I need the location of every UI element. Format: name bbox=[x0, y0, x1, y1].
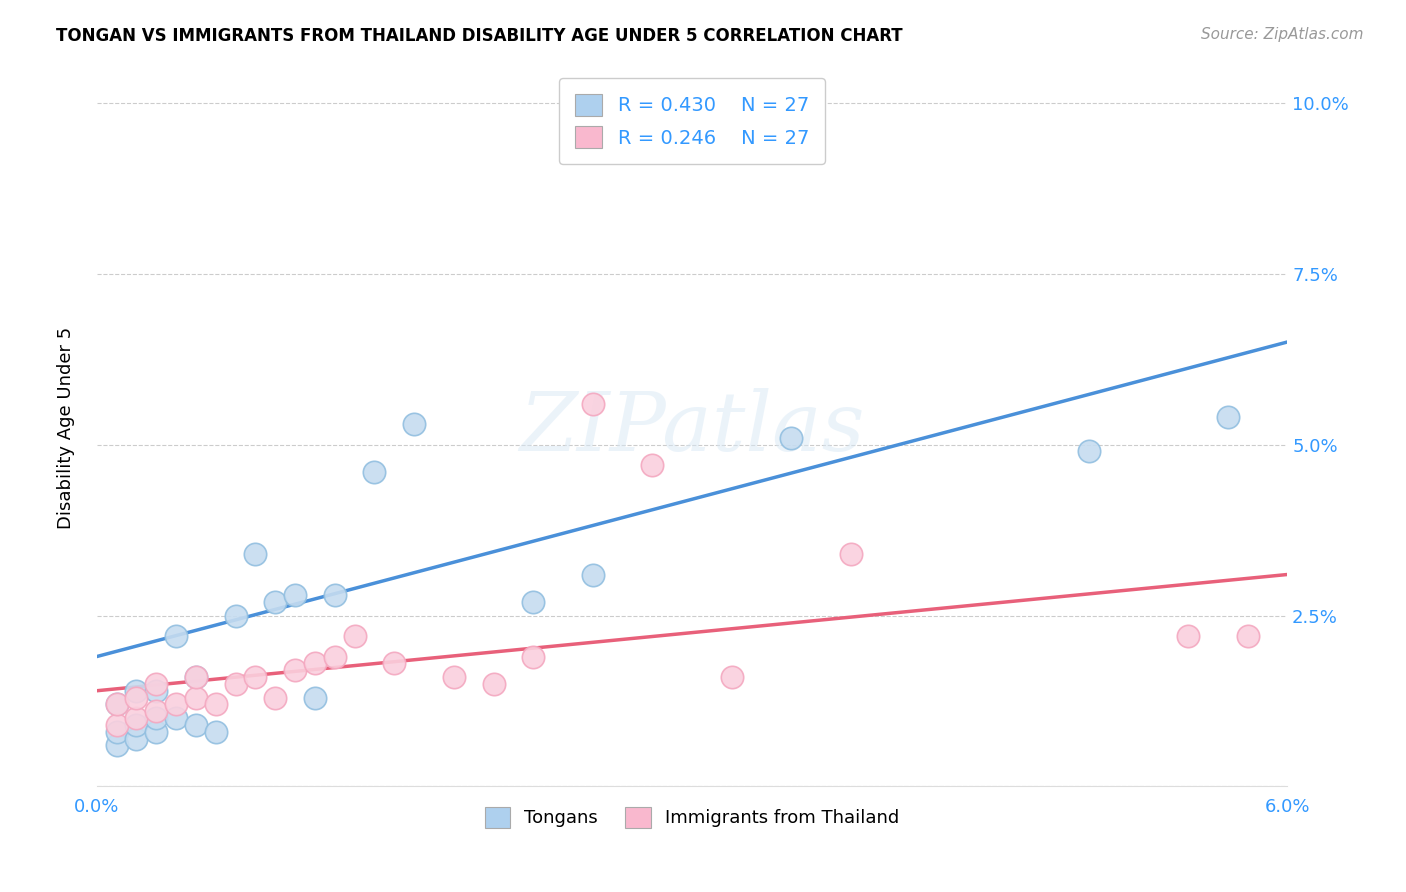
Point bbox=[1236, 629, 1258, 643]
Point bbox=[304, 690, 326, 705]
Point bbox=[1077, 444, 1099, 458]
Point bbox=[145, 704, 167, 718]
Point bbox=[145, 677, 167, 691]
Point bbox=[582, 396, 605, 410]
Point bbox=[780, 431, 803, 445]
Point bbox=[304, 657, 326, 671]
Point bbox=[404, 417, 426, 431]
Point bbox=[105, 698, 128, 712]
Y-axis label: Disability Age Under 5: Disability Age Under 5 bbox=[58, 326, 75, 529]
Point bbox=[245, 547, 267, 561]
Point bbox=[323, 649, 346, 664]
Point bbox=[125, 683, 148, 698]
Point bbox=[105, 698, 128, 712]
Point bbox=[184, 718, 207, 732]
Point bbox=[105, 724, 128, 739]
Point bbox=[145, 683, 167, 698]
Point bbox=[720, 670, 742, 684]
Point bbox=[443, 670, 465, 684]
Point bbox=[184, 670, 207, 684]
Point bbox=[184, 690, 207, 705]
Point bbox=[165, 711, 187, 725]
Point bbox=[522, 595, 544, 609]
Point bbox=[105, 739, 128, 753]
Point bbox=[522, 649, 544, 664]
Point bbox=[1216, 410, 1239, 425]
Point bbox=[245, 670, 267, 684]
Point bbox=[125, 690, 148, 705]
Point bbox=[839, 547, 862, 561]
Point bbox=[264, 690, 287, 705]
Point bbox=[482, 677, 505, 691]
Point bbox=[382, 657, 405, 671]
Point bbox=[125, 731, 148, 746]
Point bbox=[225, 677, 247, 691]
Point bbox=[284, 663, 307, 677]
Point bbox=[184, 670, 207, 684]
Point bbox=[125, 718, 148, 732]
Point bbox=[125, 711, 148, 725]
Point bbox=[363, 465, 385, 479]
Point bbox=[323, 588, 346, 602]
Text: Source: ZipAtlas.com: Source: ZipAtlas.com bbox=[1201, 27, 1364, 42]
Point bbox=[582, 567, 605, 582]
Point bbox=[145, 711, 167, 725]
Point bbox=[1177, 629, 1199, 643]
Point bbox=[105, 718, 128, 732]
Point bbox=[165, 629, 187, 643]
Text: TONGAN VS IMMIGRANTS FROM THAILAND DISABILITY AGE UNDER 5 CORRELATION CHART: TONGAN VS IMMIGRANTS FROM THAILAND DISAB… bbox=[56, 27, 903, 45]
Point bbox=[284, 588, 307, 602]
Point bbox=[343, 629, 366, 643]
Point bbox=[264, 595, 287, 609]
Point bbox=[165, 698, 187, 712]
Point bbox=[641, 458, 664, 472]
Point bbox=[204, 724, 226, 739]
Legend: Tongans, Immigrants from Thailand: Tongans, Immigrants from Thailand bbox=[478, 799, 907, 835]
Point bbox=[145, 724, 167, 739]
Point bbox=[204, 698, 226, 712]
Point bbox=[225, 608, 247, 623]
Text: ZIPatlas: ZIPatlas bbox=[519, 387, 865, 467]
